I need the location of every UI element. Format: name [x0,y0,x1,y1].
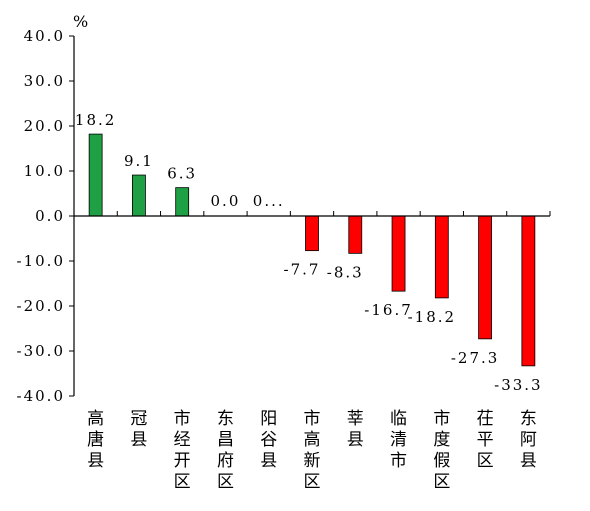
data-label: 0... [253,192,285,210]
bars [88,133,536,367]
y-tick-label: -40.0 [17,387,65,405]
category-label: 市高新区 [304,409,321,492]
category-label: 阳谷县 [260,409,277,471]
data-label: -8.3 [327,263,364,281]
y-axis-ticks: -40.0 -30.0 -20.0 -10.0 0.0 10.0 20.0 30.0 40.0 [17,27,74,405]
data-label: 0.0 [211,192,241,210]
y-tick-label: -30.0 [17,342,65,360]
bar [132,174,146,217]
y-tick-label: 40.0 [24,27,65,45]
bar [348,215,363,254]
category-label: 临清市 [390,409,407,471]
data-label: 6.3 [167,165,197,183]
category-label: 市度假区 [433,409,450,492]
data-label: 9.1 [124,152,154,170]
category-label: 东阿县 [520,409,537,471]
bar [478,215,492,340]
y-tick-label: 20.0 [24,117,65,135]
category-label: 莘县 [347,409,364,450]
x-axis [74,211,551,217]
y-tick-label: 30.0 [24,72,65,90]
bar [305,215,319,252]
data-label: -33.3 [494,376,542,394]
bar [391,215,406,292]
category-label: 市经开区 [174,409,191,492]
data-label: -16.7 [364,301,412,319]
data-label: -27.3 [451,349,499,367]
y-unit-label: % [73,12,88,31]
data-label: 18.2 [75,111,116,129]
y-tick-label: 10.0 [24,162,65,180]
data-labels: 18.2 9.1 6.3 0.0 0... -7.7 -8.3 -16.7-18.2 -27.3… [75,111,542,394]
category-label: 冠县 [130,409,147,450]
category-label: 东昌府区 [217,409,234,492]
bar [434,215,449,299]
category-label: 茌平区 [477,409,494,471]
bar [88,133,103,217]
y-tick-label: 0.0 [35,207,65,225]
data-label: -18.2 [408,308,456,326]
y-tick-label: -10.0 [17,252,65,270]
y-tick-label: -20.0 [17,297,65,315]
bar [175,187,190,217]
category-label: 高唐县 [87,409,104,471]
data-label: -7.7 [284,261,321,279]
bar [521,215,536,367]
category-labels: 高唐县 冠县 市经开区 东昌府区 阳谷县 市高新区 莘县 临清市 市度假区 茌平区 东阿县 [87,409,537,492]
